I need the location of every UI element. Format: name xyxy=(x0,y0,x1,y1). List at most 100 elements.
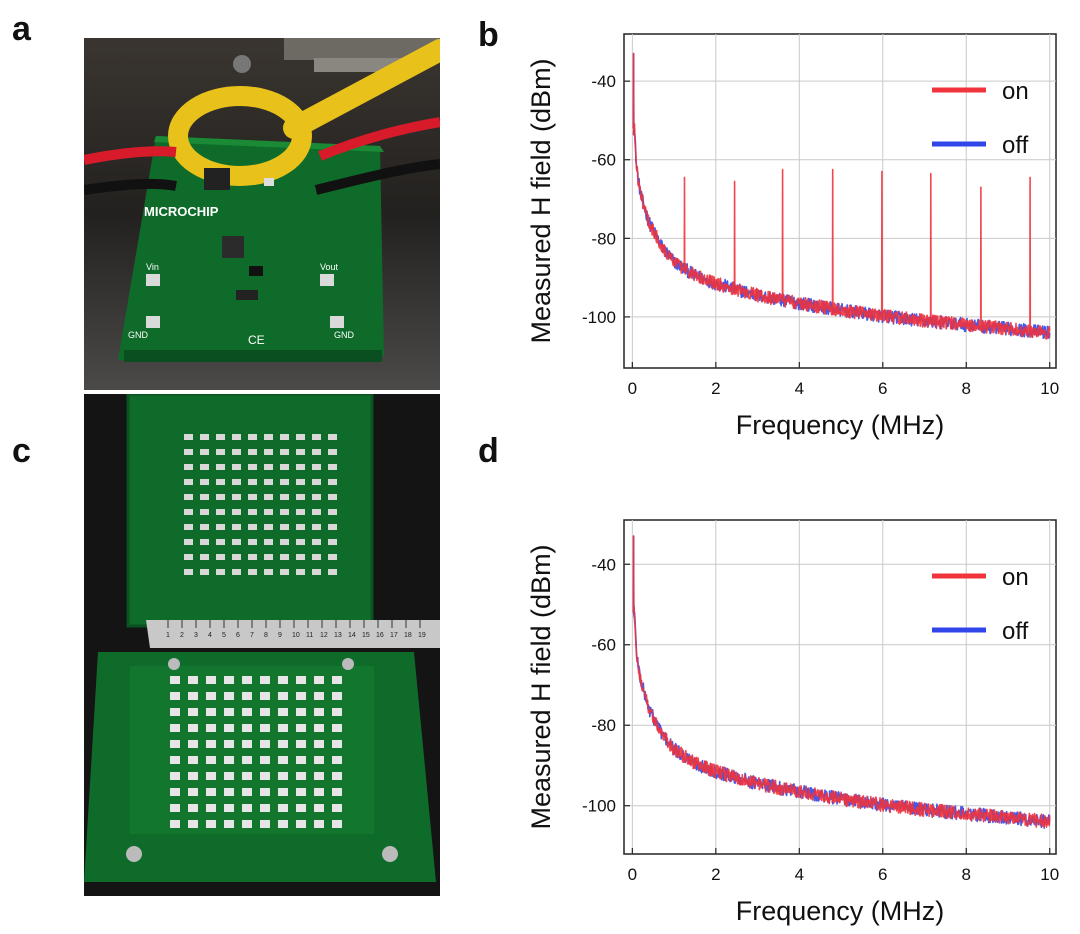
led-top xyxy=(184,434,193,440)
led-bottom xyxy=(296,772,306,780)
x-tick-label: 0 xyxy=(628,379,637,398)
led-top xyxy=(296,539,305,545)
x-axis-label: Frequency (MHz) xyxy=(736,896,945,926)
led-top xyxy=(232,434,241,440)
led-bottom xyxy=(332,756,342,764)
led-top xyxy=(200,434,209,440)
led-bottom xyxy=(224,692,234,700)
led-top xyxy=(328,509,337,515)
led-bottom xyxy=(224,740,234,748)
led-bottom xyxy=(188,804,198,812)
led-top xyxy=(248,494,257,500)
led-bottom xyxy=(260,724,270,732)
x-tick-label: 8 xyxy=(962,379,971,398)
led-top xyxy=(184,494,193,500)
ruler-tick-label: 6 xyxy=(236,632,240,639)
photo-c-led-boards: 1 2 3 4 5 6 7 8 9 10 11 12 13 14 15 16 17 18 19 xyxy=(84,394,440,896)
led-bottom xyxy=(332,740,342,748)
led-top xyxy=(280,569,289,575)
led-top xyxy=(216,449,225,455)
led-top xyxy=(312,524,321,530)
led-top xyxy=(296,509,305,515)
led-bottom xyxy=(314,676,324,684)
x-tick-label: 0 xyxy=(628,865,637,884)
led-top xyxy=(216,479,225,485)
led-bottom xyxy=(260,772,270,780)
led-top xyxy=(232,524,241,530)
led-bottom xyxy=(206,724,216,732)
led-top xyxy=(264,509,273,515)
led-bottom xyxy=(332,692,342,700)
led-bottom xyxy=(224,772,234,780)
led-bottom xyxy=(296,692,306,700)
led-top xyxy=(280,449,289,455)
led-top xyxy=(232,449,241,455)
y-tick-label: -40 xyxy=(591,72,616,91)
led-top xyxy=(200,494,209,500)
led-bottom xyxy=(278,804,288,812)
led-top xyxy=(200,464,209,470)
led-bottom xyxy=(278,788,288,796)
led-bottom xyxy=(260,820,270,828)
led-bottom xyxy=(332,708,342,716)
led-bottom xyxy=(314,740,324,748)
led-bottom xyxy=(314,708,324,716)
photo-a-label-vin: Vin xyxy=(146,262,159,272)
led-bottom xyxy=(224,788,234,796)
legend-label-off: off xyxy=(1002,132,1029,159)
chart-b: 0 2 4 6 8 10 -40 -60 -80 -100 Frequency (MHz) Measu… xyxy=(526,33,1059,440)
led-bottom xyxy=(296,804,306,812)
led-top xyxy=(280,554,289,560)
led-top xyxy=(200,569,209,575)
series-line-on xyxy=(632,535,1051,828)
led-bottom xyxy=(278,692,288,700)
led-top xyxy=(184,569,193,575)
led-top xyxy=(264,539,273,545)
led-bottom xyxy=(206,756,216,764)
led-bottom xyxy=(296,820,306,828)
chart-d: 0 2 4 6 8 10 -40 -60 -80 -100 Frequency (MHz) Measu… xyxy=(526,519,1059,926)
led-top xyxy=(328,434,337,440)
led-top xyxy=(312,449,321,455)
panel-label-c: c xyxy=(12,432,31,470)
led-bottom xyxy=(332,676,342,684)
led-bottom xyxy=(206,788,216,796)
led-bottom xyxy=(206,804,216,812)
x-tick-label: 6 xyxy=(878,865,887,884)
ruler-tick-label: 9 xyxy=(278,632,282,639)
led-top xyxy=(184,464,193,470)
panel-label-b: b xyxy=(478,16,499,54)
legend-label-off: off xyxy=(1002,618,1029,645)
led-bottom xyxy=(242,772,252,780)
ruler-tick-label: 12 xyxy=(320,632,328,639)
led-top xyxy=(312,569,321,575)
legend-label-on: on xyxy=(1002,564,1029,591)
led-top xyxy=(312,434,321,440)
plot-area xyxy=(623,519,1057,855)
led-top xyxy=(200,449,209,455)
led-top xyxy=(248,434,257,440)
led-top xyxy=(200,554,209,560)
ruler-tick-label: 19 xyxy=(418,632,426,639)
panel-label-d: d xyxy=(478,432,499,470)
led-bottom xyxy=(188,820,198,828)
led-top xyxy=(296,464,305,470)
led-bottom xyxy=(170,740,180,748)
led-top xyxy=(232,539,241,545)
led-top xyxy=(216,554,225,560)
y-tick-label: -60 xyxy=(591,151,616,170)
led-bottom xyxy=(188,788,198,796)
led-top xyxy=(296,479,305,485)
led-bottom xyxy=(278,724,288,732)
led-top xyxy=(296,449,305,455)
ruler-tick-label: 11 xyxy=(306,632,313,639)
ruler-tick-label: 18 xyxy=(404,632,412,639)
led-bottom xyxy=(296,756,306,764)
led-bottom xyxy=(188,772,198,780)
led-bottom xyxy=(170,772,180,780)
x-tick-label: 4 xyxy=(795,865,804,884)
led-bottom xyxy=(224,724,234,732)
led-top xyxy=(184,524,193,530)
led-top xyxy=(232,554,241,560)
photo-a-label-vout: Vout xyxy=(320,262,339,272)
